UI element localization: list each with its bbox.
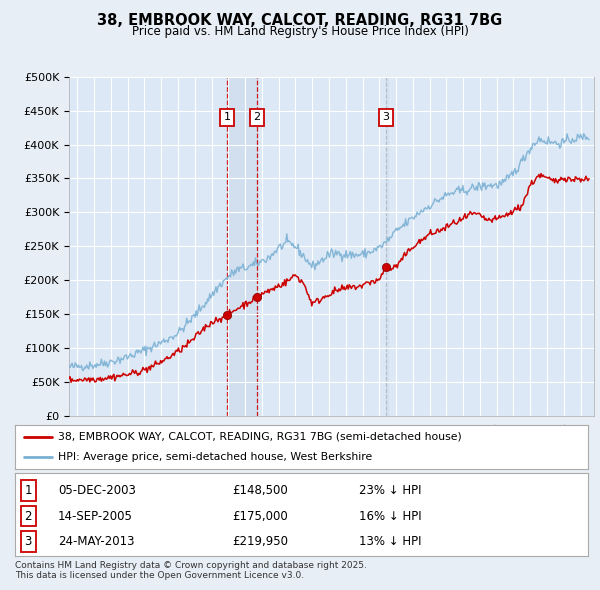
Text: 13% ↓ HPI: 13% ↓ HPI	[359, 535, 421, 548]
Text: 16% ↓ HPI: 16% ↓ HPI	[359, 510, 421, 523]
Bar	[386, 77, 388, 416]
Text: 3: 3	[382, 113, 389, 122]
Text: 05-DEC-2003: 05-DEC-2003	[58, 484, 136, 497]
Bar	[227, 77, 257, 416]
Text: 38, EMBROOK WAY, CALCOT, READING, RG31 7BG (semi-detached house): 38, EMBROOK WAY, CALCOT, READING, RG31 7…	[58, 432, 462, 442]
Text: HPI: Average price, semi-detached house, West Berkshire: HPI: Average price, semi-detached house,…	[58, 452, 372, 462]
Text: 1: 1	[25, 484, 32, 497]
Text: 2: 2	[25, 510, 32, 523]
Text: Contains HM Land Registry data © Crown copyright and database right 2025.
This d: Contains HM Land Registry data © Crown c…	[15, 560, 367, 580]
Text: Price paid vs. HM Land Registry's House Price Index (HPI): Price paid vs. HM Land Registry's House …	[131, 25, 469, 38]
Text: 1: 1	[224, 113, 230, 122]
Text: 2: 2	[253, 113, 260, 122]
Text: £148,500: £148,500	[233, 484, 289, 497]
Text: £175,000: £175,000	[233, 510, 289, 523]
Text: 24-MAY-2013: 24-MAY-2013	[58, 535, 134, 548]
Text: £219,950: £219,950	[233, 535, 289, 548]
Text: 38, EMBROOK WAY, CALCOT, READING, RG31 7BG: 38, EMBROOK WAY, CALCOT, READING, RG31 7…	[97, 13, 503, 28]
Text: 14-SEP-2005: 14-SEP-2005	[58, 510, 133, 523]
Text: 23% ↓ HPI: 23% ↓ HPI	[359, 484, 421, 497]
Text: 3: 3	[25, 535, 32, 548]
